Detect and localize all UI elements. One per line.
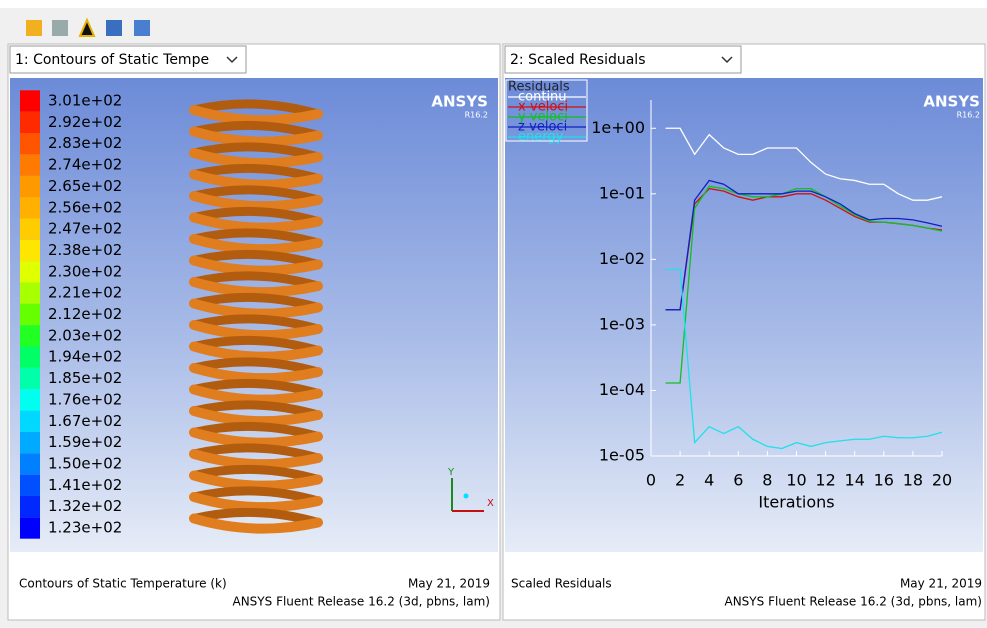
y-tick-label: 1e-03 bbox=[599, 314, 645, 333]
colorbar-label: 1.41e+02 bbox=[48, 476, 122, 494]
tool-icon[interactable] bbox=[26, 20, 42, 36]
colorbar-swatch bbox=[20, 432, 40, 453]
colorbar-swatch bbox=[20, 496, 40, 517]
y-tick-label: 1e-01 bbox=[599, 183, 645, 202]
x-tick-label: 18 bbox=[903, 471, 923, 490]
colorbar-swatch bbox=[20, 240, 40, 261]
x-tick-label: 4 bbox=[704, 471, 714, 490]
x-axis-label: Iterations bbox=[758, 493, 834, 512]
footer-release: ANSYS Fluent Release 16.2 (3d, pbns, lam… bbox=[725, 595, 983, 609]
colorbar-swatch bbox=[20, 218, 40, 239]
colorbar-label: 2.65e+02 bbox=[48, 177, 122, 195]
colorbar-label: 1.32e+02 bbox=[48, 497, 122, 515]
colorbar: 3.01e+02 2.92e+02 2.83e+02 2.74e+02 2.65e+02… bbox=[20, 90, 122, 538]
colorbar-label: 1.76e+02 bbox=[48, 390, 122, 408]
ansys-version: R16.2 bbox=[465, 111, 488, 120]
footer-title: Scaled Residuals bbox=[511, 577, 612, 591]
y-tick-label: 1e-02 bbox=[599, 249, 645, 268]
colorbar-swatch bbox=[20, 453, 40, 474]
colorbar-label: 2.92e+02 bbox=[48, 113, 122, 131]
x-tick-label: 0 bbox=[646, 471, 656, 490]
colorbar-swatch bbox=[20, 112, 40, 133]
y-tick-label: 1e-05 bbox=[599, 446, 645, 465]
colorbar-label: 2.56e+02 bbox=[48, 198, 122, 216]
footer-date: May 21, 2019 bbox=[408, 577, 490, 591]
footer-date: May 21, 2019 bbox=[900, 577, 982, 591]
colorbar-swatch bbox=[20, 282, 40, 303]
dropdown-text: 2: Scaled Residuals bbox=[510, 52, 646, 68]
y-tick-label: 1e-04 bbox=[599, 380, 645, 399]
x-tick-label: 2 bbox=[675, 471, 685, 490]
colorbar-swatch bbox=[20, 133, 40, 154]
colorbar-label: 2.21e+02 bbox=[48, 284, 122, 302]
colorbar-label: 2.47e+02 bbox=[48, 220, 122, 238]
colorbar-swatch bbox=[20, 347, 40, 368]
colorbar-label: 3.01e+02 bbox=[48, 92, 122, 110]
fluent-window: 1: Contours of Static Tempe ANSYS R16.2 … bbox=[0, 0, 987, 628]
y-tick-label: 1e+00 bbox=[591, 118, 645, 137]
colorbar-swatch bbox=[20, 176, 40, 197]
legend-label: energy bbox=[518, 130, 564, 145]
colorbar-label: 1.85e+02 bbox=[48, 369, 122, 387]
colorbar-label: 2.38e+02 bbox=[48, 241, 122, 259]
colorbar-label: 2.30e+02 bbox=[48, 262, 122, 280]
colorbar-swatch bbox=[20, 389, 40, 410]
colorbar-swatch bbox=[20, 411, 40, 432]
ansys-logo: ANSYS bbox=[923, 93, 980, 111]
dropdown-text: 1: Contours of Static Tempe bbox=[15, 52, 209, 68]
triad-label: Y bbox=[447, 467, 455, 478]
x-tick-label: 14 bbox=[845, 471, 865, 490]
x-tick-label: 20 bbox=[932, 471, 952, 490]
tool-icon[interactable] bbox=[106, 20, 122, 36]
colorbar-label: 1.23e+02 bbox=[48, 519, 122, 537]
tool-icon[interactable] bbox=[134, 20, 150, 36]
colorbar-swatch bbox=[20, 325, 40, 346]
footer-release: ANSYS Fluent Release 16.2 (3d, pbns, lam… bbox=[233, 595, 491, 609]
x-tick-label: 16 bbox=[874, 471, 894, 490]
colorbar-label: 2.74e+02 bbox=[48, 156, 122, 174]
colorbar-swatch bbox=[20, 154, 40, 175]
ansys-logo: ANSYS bbox=[431, 93, 488, 111]
ansys-version: R16.2 bbox=[957, 111, 980, 120]
colorbar-swatch bbox=[20, 90, 40, 111]
colorbar-label: 1.67e+02 bbox=[48, 412, 122, 430]
colorbar-label: 1.94e+02 bbox=[48, 348, 122, 366]
footer-title: Contours of Static Temperature (k) bbox=[19, 577, 227, 591]
colorbar-label: 2.03e+02 bbox=[48, 326, 122, 344]
colorbar-swatch bbox=[20, 475, 40, 496]
colorbar-swatch bbox=[20, 368, 40, 389]
menu-strip bbox=[0, 0, 987, 8]
colorbar-label: 2.12e+02 bbox=[48, 305, 122, 323]
colorbar-swatch bbox=[20, 197, 40, 218]
colorbar-label: 1.59e+02 bbox=[48, 433, 122, 451]
triad-z bbox=[464, 494, 469, 499]
tool-icon[interactable] bbox=[52, 20, 68, 36]
x-tick-label: 6 bbox=[733, 471, 743, 490]
x-tick-label: 10 bbox=[786, 471, 806, 490]
colorbar-label: 1.50e+02 bbox=[48, 454, 122, 472]
x-tick-label: 8 bbox=[762, 471, 772, 490]
colorbar-swatch bbox=[20, 517, 40, 538]
colorbar-swatch bbox=[20, 261, 40, 282]
colorbar-label: 2.83e+02 bbox=[48, 134, 122, 152]
triad-label: X bbox=[487, 498, 494, 509]
x-tick-label: 12 bbox=[815, 471, 835, 490]
colorbar-swatch bbox=[20, 304, 40, 325]
